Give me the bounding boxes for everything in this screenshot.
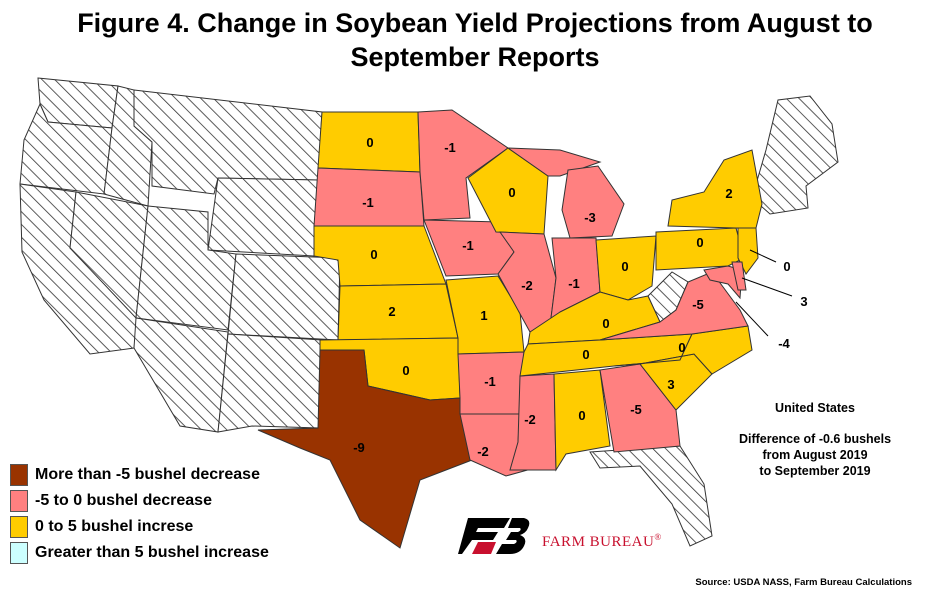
value-ny: 2 bbox=[725, 186, 732, 201]
value-ne: 0 bbox=[370, 247, 377, 262]
value-sc: 3 bbox=[667, 377, 674, 392]
legend-label: More than -5 bushel decrease bbox=[35, 466, 260, 483]
legend-item: -5 to 0 bushel decrease bbox=[10, 488, 269, 514]
state-wa bbox=[37, 77, 119, 129]
farm-bureau-logo: FARM BUREAU® bbox=[458, 516, 662, 556]
title-line-2: September Reports bbox=[350, 42, 600, 72]
legend-item: 0 to 5 bushel increse bbox=[10, 514, 269, 540]
value-ia: -1 bbox=[462, 238, 474, 253]
state-oh bbox=[595, 235, 657, 301]
title-line-1: Figure 4. Change in Soybean Yield Projec… bbox=[77, 8, 873, 38]
value-nj: 0 bbox=[783, 259, 790, 274]
legend-swatch-yellow bbox=[10, 516, 28, 538]
leader-lines bbox=[735, 249, 793, 337]
state-de bbox=[731, 261, 747, 291]
state-fl bbox=[589, 445, 713, 547]
value-mn: -1 bbox=[444, 140, 456, 155]
value-ok: 0 bbox=[402, 363, 409, 378]
logo-text: FARM BUREAU® bbox=[542, 532, 662, 551]
legend-label: Greater than 5 bushel increase bbox=[35, 544, 269, 561]
value-de: 3 bbox=[800, 294, 807, 309]
value-ky: 0 bbox=[602, 316, 609, 331]
state-tx bbox=[257, 349, 473, 549]
state-nj bbox=[737, 227, 759, 275]
nj-leader bbox=[749, 249, 777, 263]
farm-bureau-logo-mark bbox=[458, 518, 530, 554]
summary-line-1: Difference of -0.6 bushels bbox=[738, 432, 892, 446]
state-wi bbox=[467, 147, 549, 235]
value-in: -1 bbox=[568, 276, 580, 291]
state-nm bbox=[217, 333, 323, 433]
state-values: 0 -1 -1 0 -3 0 -1 -2 -1 0 2 1 0 0 0 -1 -… bbox=[353, 135, 807, 459]
national-summary: United States Difference of -0.6 bushels… bbox=[700, 400, 930, 479]
state-ks bbox=[337, 283, 459, 341]
state-md bbox=[703, 265, 743, 300]
legend-item: More than -5 bushel decrease bbox=[10, 462, 269, 488]
value-oh: 0 bbox=[621, 259, 628, 274]
legend-label: -5 to 0 bushel decrease bbox=[35, 492, 212, 509]
logo-registered-mark: ® bbox=[654, 531, 662, 542]
state-co bbox=[227, 253, 341, 341]
state-va bbox=[599, 271, 749, 341]
value-md: -4 bbox=[778, 336, 790, 351]
summary-line-3: to September 2019 bbox=[759, 464, 871, 478]
md-leader bbox=[735, 301, 769, 337]
value-pa: 0 bbox=[696, 235, 703, 250]
state-new-england bbox=[751, 95, 839, 215]
legend-item: Greater than 5 bushel increase bbox=[10, 540, 269, 566]
state-wy bbox=[207, 177, 319, 257]
state-az bbox=[133, 317, 229, 433]
state-ms bbox=[509, 373, 557, 471]
legend-label: 0 to 5 bushel increse bbox=[35, 518, 194, 535]
source-note: Source: USDA NASS, Farm Bureau Calculati… bbox=[695, 577, 912, 588]
value-ga: -5 bbox=[630, 402, 642, 417]
legend-swatch-light-cyan bbox=[10, 542, 28, 564]
value-ar: -1 bbox=[484, 374, 496, 389]
value-ms: -2 bbox=[524, 412, 536, 427]
legend: More than -5 bushel decrease -5 to 0 bus… bbox=[10, 462, 269, 566]
value-il: -2 bbox=[521, 278, 533, 293]
summary-heading: United States bbox=[775, 401, 855, 415]
state-al bbox=[553, 369, 611, 472]
value-mi: -3 bbox=[584, 210, 596, 225]
figure-title: Figure 4. Change in Soybean Yield Projec… bbox=[0, 6, 950, 74]
value-la: -2 bbox=[477, 444, 489, 459]
value-va: -5 bbox=[692, 297, 704, 312]
value-tx: -9 bbox=[353, 440, 365, 455]
logo-wordmark: FARM BUREAU bbox=[542, 533, 655, 550]
de-leader bbox=[741, 277, 793, 297]
state-nc bbox=[613, 325, 753, 375]
value-tn: 0 bbox=[582, 347, 589, 362]
legend-swatch-dark-red bbox=[10, 464, 28, 486]
state-ny bbox=[667, 149, 763, 229]
value-wi: 0 bbox=[508, 185, 515, 200]
value-ks: 2 bbox=[388, 304, 395, 319]
value-mo: 1 bbox=[480, 308, 487, 323]
legend-swatch-pink bbox=[10, 490, 28, 512]
value-nc: 0 bbox=[678, 340, 685, 355]
reported-states bbox=[257, 109, 763, 549]
value-nd: 0 bbox=[366, 135, 373, 150]
value-al: 0 bbox=[578, 408, 585, 423]
value-sd: -1 bbox=[362, 195, 374, 210]
state-mn bbox=[417, 109, 509, 221]
state-mi-lower bbox=[561, 165, 625, 239]
summary-line-2: from August 2019 bbox=[762, 448, 868, 462]
